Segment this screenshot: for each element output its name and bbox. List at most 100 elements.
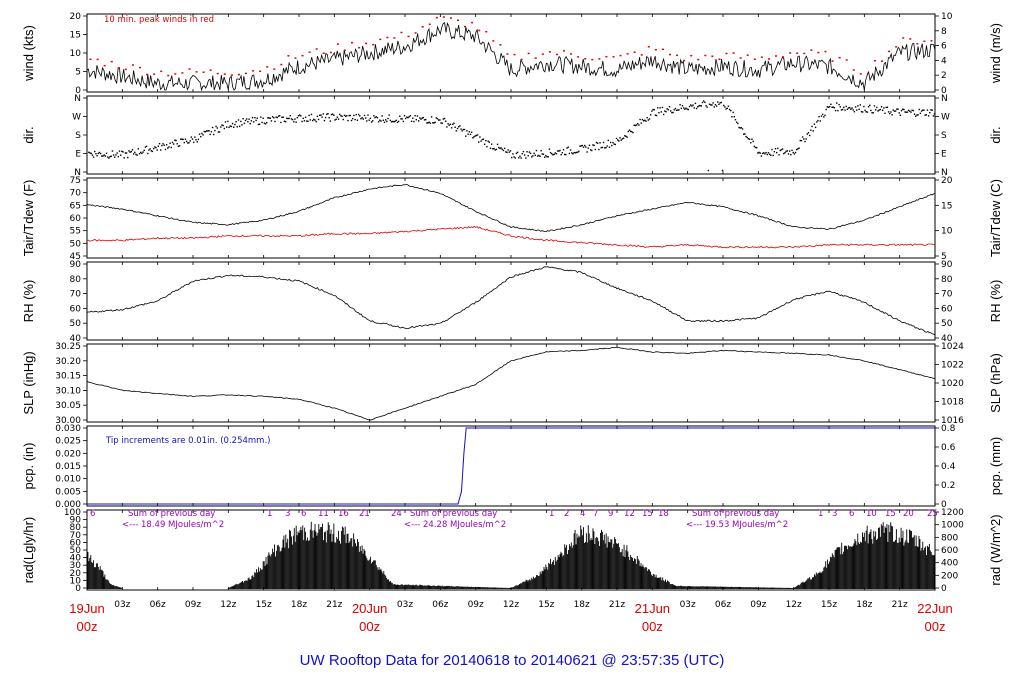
- wind-dir-point: [743, 133, 745, 135]
- wind-dir-point: [389, 119, 392, 122]
- wind-dir-point: [714, 104, 717, 106]
- panel-3-frame: [86, 261, 936, 341]
- wind-dir-point: [482, 138, 485, 140]
- x-hour-label: 03z: [680, 600, 696, 610]
- panel-6-ytick-label-left: 90: [70, 516, 82, 526]
- wind-dir-point: [549, 151, 552, 154]
- wind-dir-point: [905, 111, 907, 113]
- wind-dir-point: [104, 155, 107, 157]
- wind-dir-point: [864, 109, 866, 112]
- wind-dir-point: [559, 149, 561, 152]
- wind-dir-point: [725, 108, 727, 110]
- daily-sum-value: <--- 18.49 MJoules/m^2: [122, 520, 224, 530]
- x-hour-label: 21z: [892, 600, 908, 610]
- wind-dir-point: [671, 111, 673, 114]
- wind-dir-point: [578, 150, 580, 153]
- wind-dir-point: [132, 153, 135, 155]
- wind-dir-point: [369, 117, 372, 120]
- daily-sum-value: <--- 19.53 MJoules/m^2: [686, 520, 788, 530]
- wind-dir-point: [412, 117, 414, 119]
- wind-dir-point: [659, 107, 661, 109]
- wind-dir-point: [507, 149, 509, 151]
- x-hour-label: 12z: [503, 600, 519, 610]
- wind-dir-point: [751, 138, 753, 140]
- wind-dir-point: [829, 105, 831, 108]
- wind-dir-point: [366, 120, 368, 122]
- wind-dir-point: [717, 101, 719, 103]
- wind-dir-point: [208, 130, 210, 132]
- wind-dir-point: [930, 109, 932, 111]
- x-hour-label: 18z: [291, 600, 307, 610]
- wind-dir-point: [442, 118, 445, 120]
- wind-dir-point: [567, 146, 569, 148]
- wind-dir-point: [433, 122, 435, 124]
- wind-dir-point: [757, 152, 759, 154]
- wind-dir-point: [874, 109, 877, 111]
- x-hour-label: 12z: [220, 600, 236, 610]
- wind-dir-point: [382, 119, 385, 121]
- wind-dir-point: [900, 109, 903, 112]
- wind-dir-point: [860, 110, 863, 113]
- wind-dir-point: [273, 117, 275, 119]
- wind-dir-point: [723, 104, 725, 107]
- panel-4-ytick-label-left: 30.15: [55, 372, 81, 382]
- wind-dir-point: [865, 111, 867, 113]
- wind-dir-point: [608, 146, 611, 148]
- wind-dir-point: [128, 150, 130, 152]
- panel-3-ytick-label-left: 50: [70, 319, 82, 329]
- hour-number: 20: [903, 509, 914, 519]
- wind-dir-point: [859, 104, 862, 106]
- wind-dir-point: [614, 143, 617, 146]
- wind-dir-point: [627, 130, 629, 133]
- wind-dir-point: [268, 117, 270, 119]
- wind-dir-point: [430, 116, 433, 118]
- wind-dir-point: [932, 115, 935, 117]
- wind-dir-point: [184, 138, 187, 140]
- wind-dir-point: [777, 147, 779, 150]
- wind-dir-point: [178, 145, 181, 147]
- wind-dir-point: [495, 148, 498, 151]
- wind-dir-point: [657, 107, 659, 109]
- wind-dir-point: [349, 114, 352, 117]
- wind-dir-point: [697, 105, 699, 108]
- wind-dir-point: [720, 101, 723, 104]
- wind-dir-point: [483, 143, 486, 145]
- wind-dir-point: [250, 120, 253, 122]
- wind-dir-point: [229, 125, 231, 127]
- wind-dir-point: [344, 115, 347, 117]
- wind-dir-point: [248, 118, 250, 120]
- panel-2-ytick-label-right: 15: [941, 201, 952, 211]
- panel-5-ytick-label-left: 0.000: [55, 500, 81, 510]
- wind-dir-point: [871, 112, 873, 114]
- wind-dir-point: [792, 151, 794, 154]
- wind-dir-point: [156, 149, 158, 151]
- wind-dir-point: [303, 120, 306, 122]
- wind-dir-point: [200, 135, 202, 138]
- wind-dir-point: [255, 119, 257, 122]
- precip-line: [87, 427, 935, 505]
- wind-dir-point: [295, 121, 297, 123]
- wind-dir-point: [494, 149, 496, 151]
- wind-dir-point: [907, 109, 910, 112]
- wind-dir-point: [456, 127, 459, 130]
- wind-dir-point: [710, 104, 712, 106]
- panel-5-ytick-label-left: 0.005: [55, 487, 81, 497]
- wind-dir-point: [422, 116, 425, 119]
- wind-dir-point: [740, 127, 743, 129]
- wind-dir-point: [336, 116, 339, 118]
- wind-dir-point: [706, 106, 708, 108]
- panel-6-ylabel-left: rad(Lgly/hr): [21, 517, 36, 583]
- wind-dir-point: [673, 109, 675, 111]
- wind-dir-point: [181, 138, 183, 140]
- wind-dir-point: [509, 150, 512, 152]
- wind-dir-point: [919, 112, 922, 115]
- wind-dir-point: [655, 114, 658, 117]
- wind-dir-point: [169, 142, 171, 144]
- wind-dir-point: [731, 116, 733, 118]
- hour-number: 10: [866, 509, 877, 519]
- wind-dir-point: [168, 146, 170, 148]
- wind-dir-point: [796, 148, 798, 151]
- wind-dir-point: [538, 154, 540, 157]
- panel-1-ytick-label-right: E: [941, 150, 947, 160]
- wind-dir-point: [446, 126, 448, 128]
